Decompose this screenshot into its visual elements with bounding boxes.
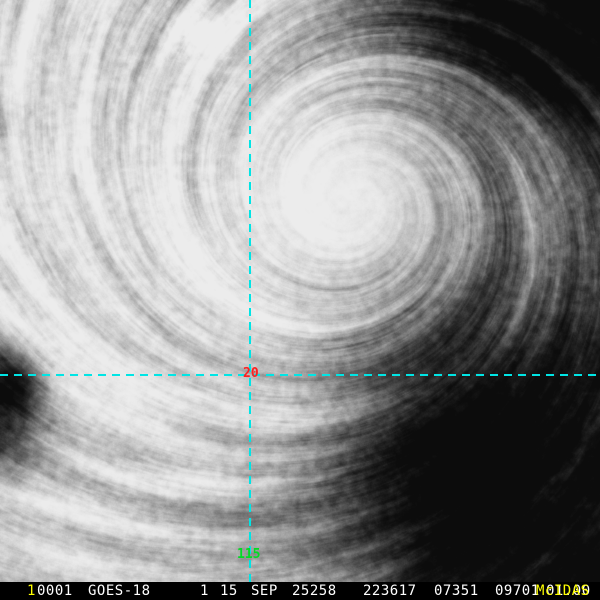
- infobar-resolution: 01.00: [546, 583, 591, 599]
- infobar-satellite-name: GOES-18: [88, 583, 151, 599]
- infobar-element-coord: 09701: [495, 583, 540, 599]
- infobar-line-coord: 07351: [434, 583, 479, 599]
- infobar-image-time: 223617: [363, 583, 417, 599]
- satellite-cloud-imagery: [0, 0, 600, 582]
- infobar-month: SEP: [251, 583, 278, 599]
- infobar-band-number: 1: [200, 583, 209, 599]
- infobar-image-id: 0001: [37, 583, 73, 599]
- infobar-julian-date: 25258: [292, 583, 337, 599]
- satellite-imagery-panel: 20 115: [0, 0, 600, 582]
- mcidas-annotation-bar: 1 0001 GOES-18 1 15 SEP 25258 223617 07351 09701 0…: [0, 582, 600, 600]
- infobar-day-of-month: 15: [220, 583, 238, 599]
- infobar-frame-number: 1: [27, 583, 36, 599]
- infobar-software-brand: McIDAS: [536, 583, 590, 599]
